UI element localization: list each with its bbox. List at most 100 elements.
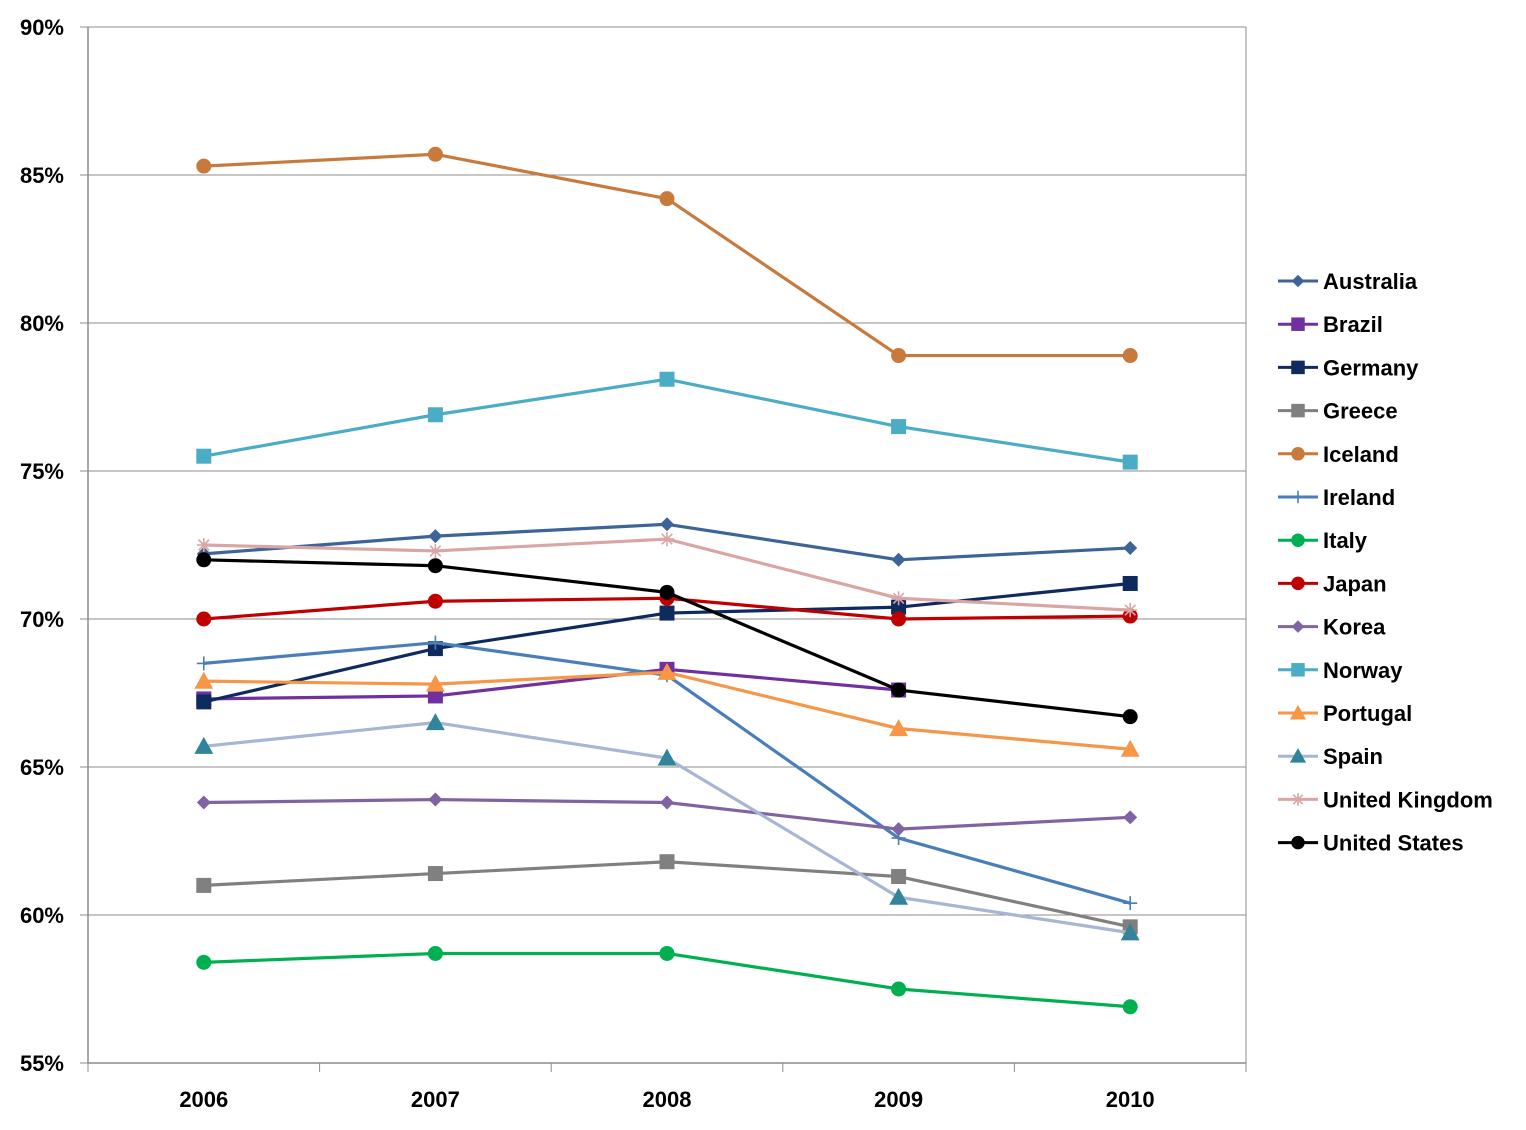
data-point bbox=[427, 945, 443, 961]
legend-swatch-marker bbox=[1291, 835, 1305, 850]
data-point bbox=[657, 662, 677, 680]
x-tick-label: 2008 bbox=[643, 1087, 692, 1112]
legend-label: Italy bbox=[1323, 528, 1368, 553]
series-line bbox=[203, 860, 1131, 929]
data-point bbox=[889, 719, 909, 737]
legend-swatch-marker bbox=[1291, 360, 1305, 375]
tick-labels: 55% 60% 65% 70% 75% 80% 85% 90% 2006 2007 2008 2009… bbox=[20, 15, 1155, 1112]
data-point bbox=[659, 371, 675, 387]
y-tick-label: 70% bbox=[20, 607, 64, 632]
y-tick-label: 55% bbox=[20, 1051, 64, 1076]
series-line bbox=[203, 951, 1131, 1009]
data-point bbox=[891, 682, 907, 698]
series-united-kingdom bbox=[196, 532, 1138, 618]
legend-item-iceland: Iceland bbox=[1278, 442, 1399, 467]
data-point bbox=[196, 552, 212, 568]
series-portugal bbox=[194, 662, 1140, 757]
y-tick-label: 85% bbox=[20, 163, 64, 188]
data-point bbox=[889, 887, 909, 905]
data-point bbox=[196, 656, 211, 671]
data-point bbox=[891, 822, 906, 837]
legend-label: Spain bbox=[1323, 744, 1383, 769]
legend-swatch-marker bbox=[1289, 704, 1307, 720]
data-point bbox=[425, 713, 445, 731]
legend-swatch-marker bbox=[1291, 447, 1305, 461]
y-tick-label: 60% bbox=[20, 903, 64, 928]
data-point bbox=[428, 792, 443, 807]
legend-swatch-marker bbox=[1291, 403, 1305, 418]
data-point bbox=[1122, 454, 1138, 470]
data-point bbox=[196, 877, 212, 893]
legend-item-ireland: Ireland bbox=[1278, 485, 1395, 510]
legend-swatch-marker bbox=[1291, 317, 1305, 331]
data-point bbox=[659, 584, 675, 600]
legend-label: Greece bbox=[1323, 399, 1398, 424]
y-tick-label: 90% bbox=[20, 15, 64, 40]
legend-swatch-marker bbox=[1291, 793, 1305, 806]
legend-swatch-marker bbox=[1291, 274, 1305, 288]
series-line bbox=[203, 667, 899, 701]
x-tick-label: 2006 bbox=[179, 1087, 228, 1112]
x-tick-label: 2009 bbox=[874, 1087, 923, 1112]
data-point bbox=[659, 945, 675, 961]
series-brazil bbox=[196, 661, 907, 707]
data-point bbox=[427, 146, 443, 162]
data-point bbox=[660, 795, 674, 810]
data-point bbox=[1123, 896, 1138, 911]
legend-item-united-states: United States bbox=[1278, 831, 1464, 856]
data-point bbox=[891, 552, 906, 567]
y-tick-label: 75% bbox=[20, 459, 64, 484]
gridlines bbox=[88, 26, 1246, 916]
legend-item-korea: Korea bbox=[1278, 615, 1386, 640]
data-point bbox=[1122, 575, 1138, 591]
data-point bbox=[194, 671, 214, 689]
data-point bbox=[891, 981, 907, 997]
data-point bbox=[196, 538, 211, 552]
y-tick-label: 65% bbox=[20, 755, 64, 780]
data-point bbox=[427, 558, 443, 574]
data-point bbox=[427, 866, 443, 882]
series-iceland bbox=[196, 146, 1138, 364]
legend-label: Norway bbox=[1323, 658, 1403, 683]
data-point bbox=[1122, 709, 1138, 725]
data-point bbox=[428, 543, 443, 558]
data-point bbox=[891, 599, 907, 615]
data-point bbox=[1122, 348, 1138, 364]
data-point bbox=[660, 517, 674, 532]
series-line bbox=[203, 152, 1131, 358]
axes bbox=[80, 26, 1247, 1072]
series-spain bbox=[194, 713, 1140, 941]
data-point bbox=[891, 611, 907, 627]
legend-item-portugal: Portugal bbox=[1278, 701, 1412, 726]
data-point bbox=[428, 635, 443, 650]
data-point bbox=[1123, 540, 1138, 555]
legend-item-italy: Italy bbox=[1278, 528, 1368, 553]
data-point bbox=[891, 419, 907, 435]
legend-label: United States bbox=[1323, 831, 1464, 856]
data-point bbox=[196, 954, 212, 970]
data-point bbox=[891, 591, 906, 606]
legend-item-united-kingdom: United Kingdom bbox=[1278, 787, 1493, 812]
series-line bbox=[203, 377, 1131, 464]
data-point bbox=[427, 593, 443, 609]
data-point bbox=[657, 748, 677, 766]
y-tick-label: 80% bbox=[20, 311, 64, 336]
data-point bbox=[659, 191, 675, 207]
series-germany bbox=[196, 575, 1138, 710]
legend-label: Australia bbox=[1323, 269, 1418, 294]
legend-label: Portugal bbox=[1323, 701, 1412, 726]
data-point bbox=[659, 605, 675, 621]
legend-label: Germany bbox=[1323, 355, 1419, 380]
data-point bbox=[1123, 603, 1138, 618]
series-line bbox=[203, 558, 1131, 719]
x-tick-label: 2010 bbox=[1106, 1087, 1155, 1112]
data-point bbox=[428, 529, 443, 544]
legend-swatch-marker bbox=[1291, 533, 1305, 547]
series-norway bbox=[196, 371, 1138, 470]
legend-item-germany: Germany bbox=[1278, 355, 1419, 380]
legend-label: Ireland bbox=[1323, 485, 1395, 510]
legend-item-spain: Spain bbox=[1278, 744, 1383, 769]
legend-swatch-marker bbox=[1291, 490, 1305, 504]
series-italy bbox=[196, 945, 1138, 1015]
